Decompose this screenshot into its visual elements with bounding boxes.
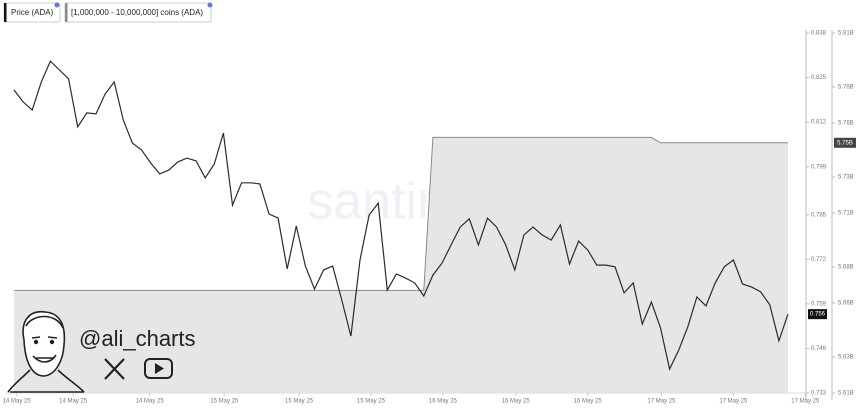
y2-tick-label: 5.66B [838, 301, 854, 307]
x-tick-label: 16 May 25 [429, 399, 458, 405]
y-tick-label: 0.733 [811, 391, 827, 397]
y2-tick-label: 5.63B [838, 355, 854, 361]
y-tick-label: 0.785 [811, 212, 827, 218]
youtube-icon[interactable] [144, 358, 173, 379]
x-tick-label: 14 May 25 [3, 399, 32, 405]
y2-tick-label: 5.68B [838, 265, 854, 271]
x-tick-label: 14 May 25 [136, 399, 165, 405]
y-tick-label: 0.772 [811, 257, 827, 263]
y-tick-label: 0.746 [811, 346, 827, 352]
y2-tick-label: 5.61B [838, 391, 854, 397]
legend-swatch [4, 3, 7, 22]
series-line [13, 60, 789, 371]
y2-tick-label: 5.76B [838, 121, 854, 127]
current-value-badge [808, 309, 827, 320]
current-value-badge [834, 137, 856, 148]
current-value-label: 0.756 [810, 312, 826, 318]
legend: Price (ADA) [1,000,000 - 10,000,000] coi… [3, 2, 213, 23]
y-tick-label: 0.799 [811, 164, 827, 170]
settings-icon[interactable] [207, 2, 213, 8]
y-tick-label: 0.825 [811, 75, 827, 81]
x-tick-label: 17 May 25 [791, 399, 820, 405]
y-tick-label: 0.759 [811, 301, 827, 307]
y2-tick-label: 5.73B [838, 175, 854, 181]
x-tick-label: 17 May 25 [719, 399, 748, 405]
plot-area [13, 60, 789, 393]
y2-tick-label: 5.81B [838, 31, 854, 37]
y-tick-label: 0.838 [811, 31, 827, 37]
legend-label: [1,000,000 - 10,000,000] coins (ADA) [71, 8, 203, 17]
y-tick-label: 0.812 [811, 120, 827, 126]
x-tick-label: 15 May 25 [357, 399, 386, 405]
x-tick-label: 17 May 25 [647, 399, 676, 405]
avatar [7, 311, 85, 393]
x-tick-label: 14 May 25 [59, 399, 88, 405]
series-line [14, 136, 788, 291]
legend-label: Price (ADA) [11, 8, 54, 17]
y2-tick-label: 5.71B [838, 211, 854, 217]
handle: @ali_charts [79, 326, 196, 351]
x-tick-label: 16 May 25 [574, 399, 603, 405]
x-tick-label: 16 May 25 [502, 399, 531, 405]
x-tick-label: 15 May 25 [285, 399, 314, 405]
x-icon[interactable] [104, 358, 125, 380]
area [14, 137, 788, 393]
legend-swatch [65, 3, 68, 22]
x-tick-label: 15 May 25 [210, 399, 239, 405]
branding: @ali_charts [7, 311, 196, 393]
settings-icon[interactable] [54, 2, 60, 8]
y2-tick-label: 5.78B [838, 85, 854, 91]
current-value-label: 5.75B [837, 140, 853, 146]
